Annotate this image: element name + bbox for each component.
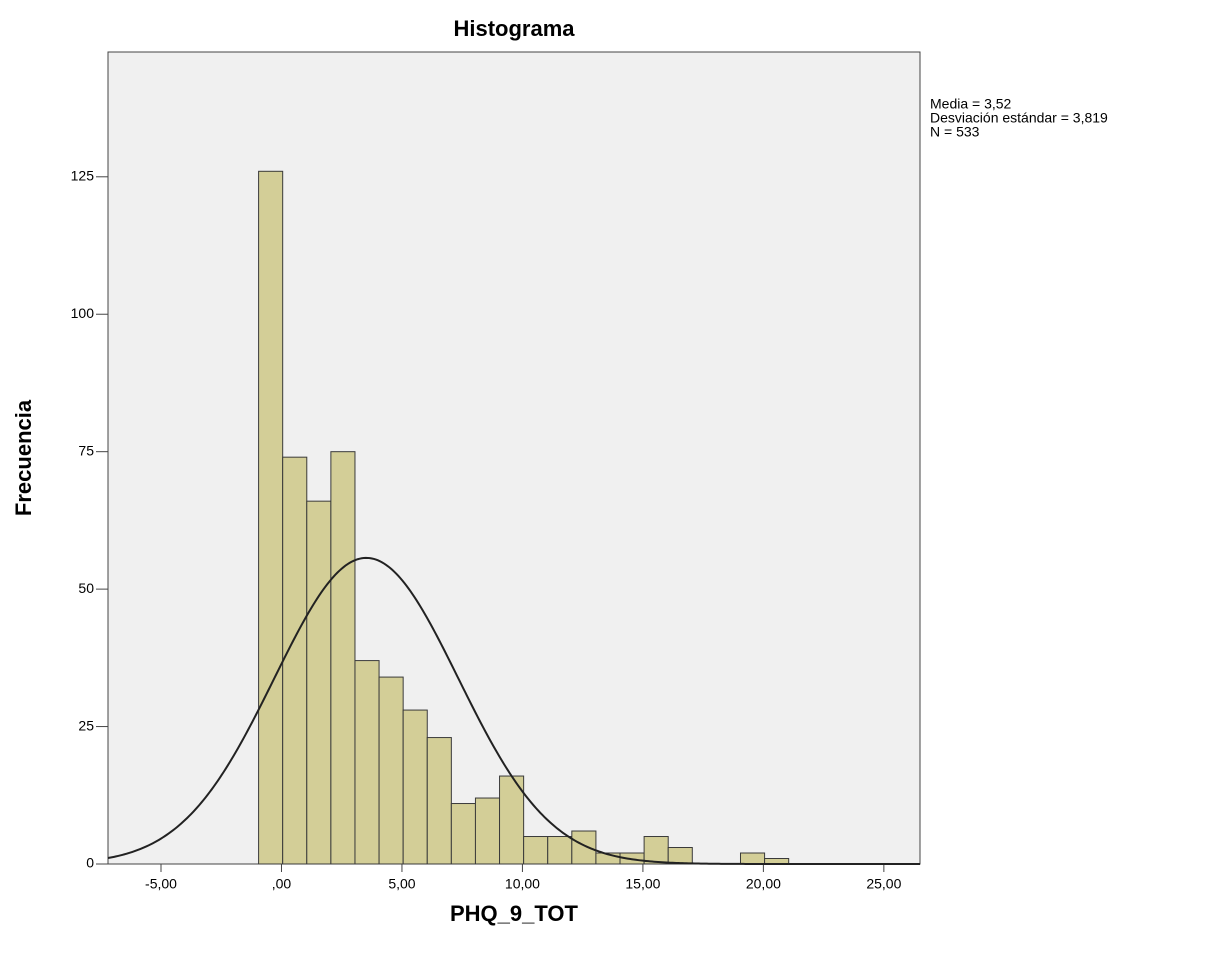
bar — [330, 451, 356, 865]
bar — [739, 852, 766, 865]
bar — [426, 737, 452, 865]
bar — [306, 500, 332, 865]
bar — [282, 456, 308, 865]
bar — [499, 775, 525, 865]
bar — [547, 836, 573, 865]
bar — [402, 709, 428, 865]
x-tick-label: 20,00 — [746, 876, 781, 892]
stats-annotation: N = 533 — [930, 124, 980, 140]
bar — [474, 797, 501, 865]
stats-annotation: Media = 3,52 — [930, 96, 1012, 112]
bar — [450, 803, 476, 865]
chart-title: Histograma — [453, 16, 575, 41]
y-tick-label: 0 — [86, 855, 94, 871]
x-tick-label: -5,00 — [145, 876, 177, 892]
plot-background — [107, 51, 921, 865]
bar — [354, 660, 380, 865]
x-axis-label: PHQ_9_TOT — [450, 901, 579, 926]
y-axis-label: Frecuencia — [11, 399, 36, 516]
x-tick-label: 10,00 — [505, 876, 540, 892]
bar — [258, 170, 284, 865]
y-tick-label: 50 — [78, 580, 94, 596]
normal-curve — [107, 556, 920, 865]
y-tick-label: 25 — [78, 717, 94, 733]
stats-annotation: Desviación estándar = 3,819 — [930, 110, 1108, 126]
x-tick-label: 25,00 — [866, 876, 901, 892]
y-tick-label: 100 — [71, 305, 95, 321]
bar — [667, 847, 693, 865]
x-tick-label: ,00 — [272, 876, 292, 892]
bar — [571, 830, 597, 865]
bar — [643, 836, 669, 865]
x-tick-label: 5,00 — [388, 876, 415, 892]
x-tick-label: 15,00 — [625, 876, 660, 892]
bar — [523, 836, 549, 865]
bar — [378, 676, 404, 865]
y-tick-label: 75 — [78, 442, 94, 458]
y-tick-label: 125 — [71, 167, 95, 183]
